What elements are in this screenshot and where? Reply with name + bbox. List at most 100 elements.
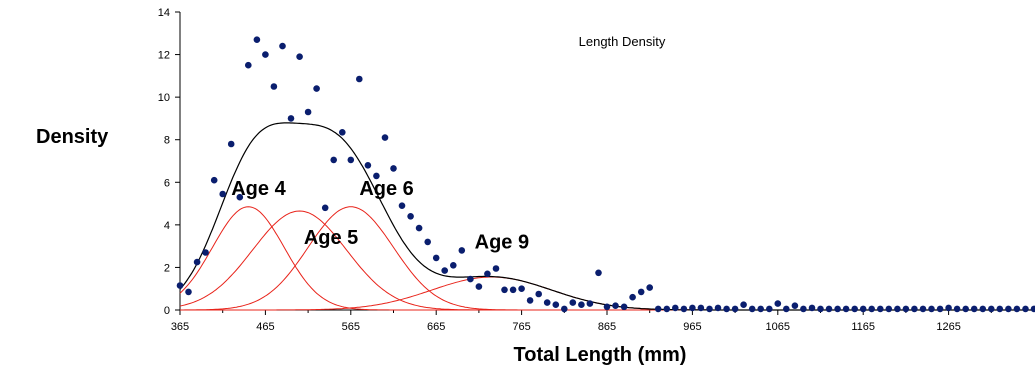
data-point <box>637 288 645 296</box>
data-point <box>689 304 696 312</box>
data-point <box>313 85 320 92</box>
data-point <box>1013 305 1021 313</box>
data-point <box>219 190 226 198</box>
data-point <box>193 258 201 266</box>
labels: Total Length (mm) Length Density Age 4 Age … <box>231 34 686 366</box>
data-point <box>928 305 935 313</box>
data-point <box>543 299 551 306</box>
data-point <box>364 162 372 169</box>
data-point <box>808 304 816 312</box>
y-axis-label: Density <box>36 126 109 148</box>
data-point <box>979 305 987 313</box>
data-point <box>484 270 491 278</box>
annotation-age-9: Age 9 <box>475 231 529 253</box>
data-point <box>1005 305 1012 313</box>
x-tick-label: 865 <box>598 321 616 333</box>
y-tick-label: 8 <box>164 135 170 147</box>
x-tick-label: 1065 <box>766 321 790 333</box>
data-point <box>432 254 440 262</box>
data-point <box>176 282 184 289</box>
data-point <box>672 304 679 312</box>
y-tick-label: 4 <box>164 220 170 232</box>
total-density-curve <box>179 122 1034 311</box>
data-point <box>817 305 824 313</box>
y-tick-label: 10 <box>158 92 170 104</box>
data-point <box>859 305 867 313</box>
y-tick-label: 14 <box>158 7 170 19</box>
x-tick-label: 565 <box>342 321 360 333</box>
data-point <box>227 140 235 148</box>
data-point <box>202 249 209 256</box>
data-point <box>330 156 338 164</box>
data-point <box>842 305 850 313</box>
data-point <box>663 305 671 313</box>
data-point <box>825 305 833 313</box>
data-point <box>723 305 730 313</box>
data-point <box>586 300 594 307</box>
data-point <box>501 286 508 294</box>
data-point <box>911 305 918 313</box>
data-point <box>970 305 978 313</box>
data-point <box>697 304 705 312</box>
annotation-age-6: Age 6 <box>359 178 413 200</box>
x-tick-label: 465 <box>256 321 274 333</box>
data-point <box>748 305 756 313</box>
data-point <box>603 303 611 311</box>
data-point <box>475 283 483 290</box>
data-point <box>321 204 329 212</box>
data-point <box>1030 305 1035 313</box>
data-point <box>407 213 414 220</box>
data-point <box>424 238 432 246</box>
data-point <box>783 305 790 313</box>
y-tick-label: 2 <box>164 262 170 274</box>
data-point <box>509 286 517 294</box>
x-tick-label: 1165 <box>851 321 875 333</box>
data-point <box>766 305 773 313</box>
x-tick-label: 1265 <box>936 321 960 333</box>
data-point <box>962 305 969 313</box>
data-point <box>304 108 312 116</box>
data-point <box>714 304 722 312</box>
data-point <box>851 305 858 313</box>
chart-title: Length Density <box>579 34 666 49</box>
data-point <box>356 75 363 83</box>
data-point <box>595 269 602 277</box>
x-axis-label: Total Length (mm) <box>514 344 687 366</box>
data-point <box>646 284 653 291</box>
data-point <box>902 305 910 313</box>
data-point <box>262 51 269 58</box>
data-point <box>1022 305 1029 313</box>
data-point <box>629 293 636 301</box>
component-curve-age-4 <box>179 206 1034 311</box>
x-tick-label: 765 <box>512 321 530 333</box>
data-point <box>535 290 542 298</box>
data-point <box>210 176 218 184</box>
data-point <box>894 305 901 313</box>
data-point <box>996 305 1004 313</box>
y-tick-label: 0 <box>164 305 170 317</box>
data-point <box>339 129 346 136</box>
data-point <box>800 305 807 313</box>
data-point <box>518 285 525 293</box>
data-point <box>287 115 295 122</box>
data-point <box>296 53 303 60</box>
curves <box>179 122 1034 311</box>
x-tick-label: 365 <box>171 321 189 333</box>
data-point <box>877 305 884 313</box>
data-point <box>253 36 261 43</box>
data-point <box>936 305 944 313</box>
data-point <box>467 275 474 283</box>
data-point <box>236 193 244 201</box>
annotation-age-5: Age 5 <box>304 227 358 249</box>
annotation-age-4: Age 4 <box>231 178 286 200</box>
data-point <box>526 297 534 304</box>
data-point <box>552 301 560 309</box>
component-curve-age-5 <box>179 210 1034 311</box>
data-point <box>834 305 841 313</box>
data-point <box>398 202 406 209</box>
data-point <box>450 262 457 269</box>
component-curve-age-6 <box>180 206 1034 311</box>
data-point <box>757 305 764 313</box>
